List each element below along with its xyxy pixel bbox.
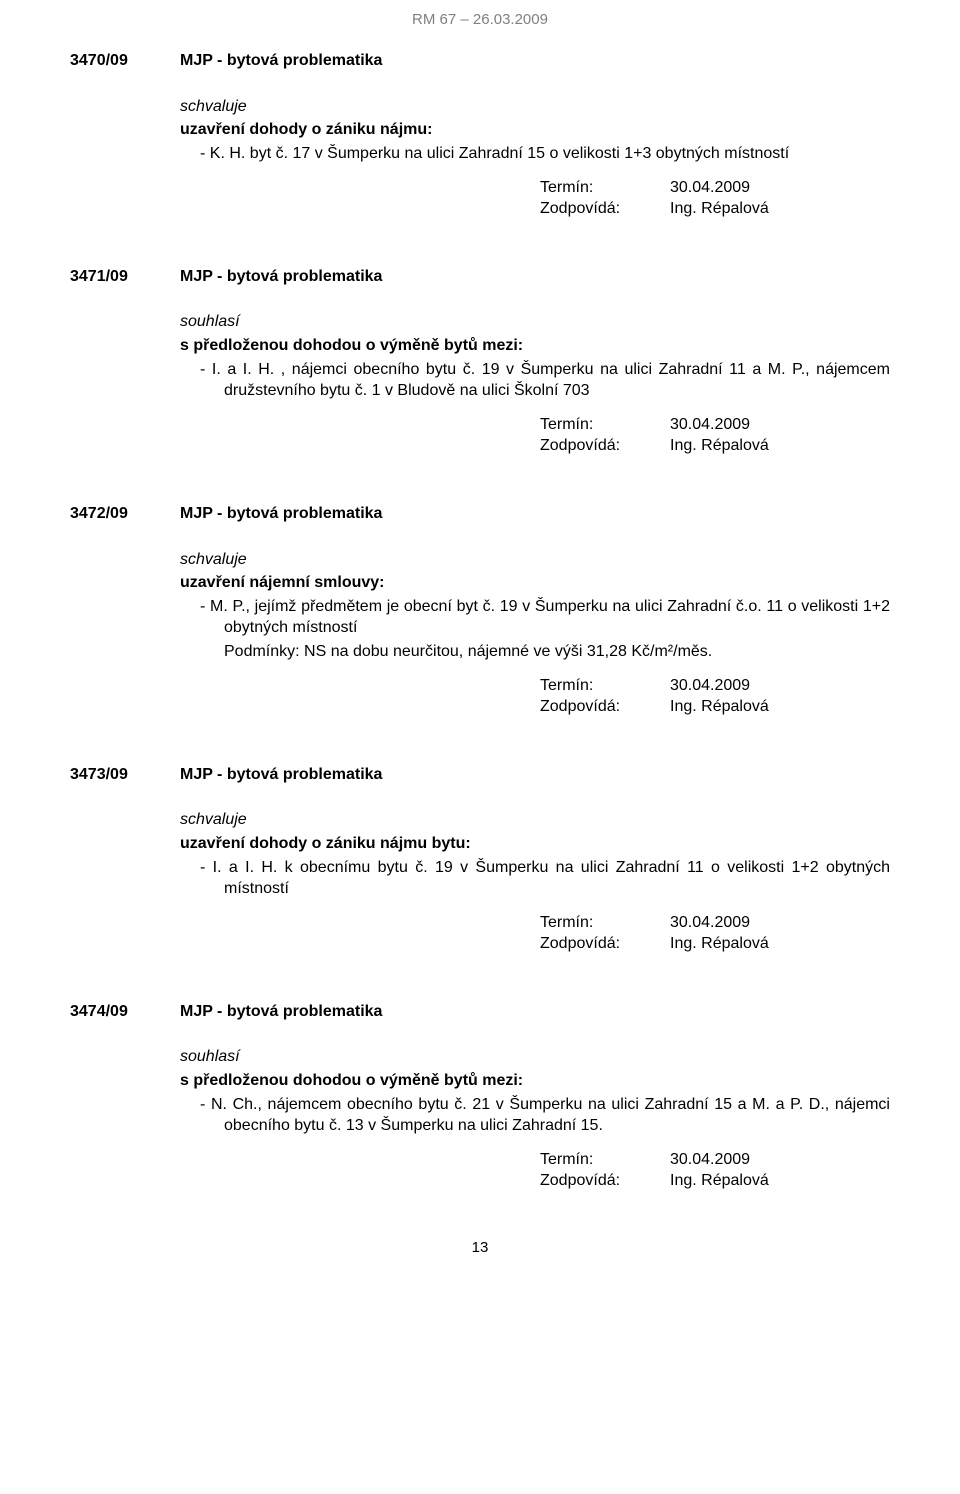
resolution-section: 3471/09MJP - bytová problematika souhlasí… [70,266,890,457]
resolution-number: 3473/09 [70,764,180,786]
section-header: 3470/09MJP - bytová problematika [70,50,890,72]
resp-label: Zodpovídá: [540,198,670,220]
term-label: Termín: [540,177,670,199]
term-block: Termín:30.04.2009Zodpovídá:Ing. Répalová [540,675,890,718]
term-date: 30.04.2009 [670,1149,750,1171]
decision-lead: uzavření dohody o zániku nájmu: [180,119,890,141]
list-item: K. H. byt č. 17 v Šumperku na ulici Zahr… [180,143,890,165]
resolution-body: schvalujeuzavření nájemní smlouvy:M. P.,… [180,549,890,718]
resp-row: Zodpovídá:Ing. Répalová [540,1170,890,1192]
resolution-title: MJP - bytová problematika [180,266,382,288]
section-header: 3472/09MJP - bytová problematika [70,503,890,525]
item-list: I. a I. H. , nájemci obecního bytu č. 19… [180,359,890,402]
resolution-title: MJP - bytová problematika [180,503,382,525]
resolution-body: schvalujeuzavření dohody o zániku nájmu:… [180,96,890,220]
decision-verb: schvaluje [180,549,890,571]
resolution-section: 3470/09MJP - bytová problematika schvaluj… [70,50,890,220]
resolution-body: schvalujeuzavření dohody o zániku nájmu … [180,809,890,955]
term-label: Termín: [540,414,670,436]
page-number: 13 [70,1238,890,1258]
resp-row: Zodpovídá:Ing. Répalová [540,435,890,457]
decision-verb: souhlasí [180,1046,890,1068]
resolution-section: 3472/09MJP - bytová problematika schvaluj… [70,503,890,718]
decision-lead: s předloženou dohodou o výměně bytů mezi… [180,335,890,357]
resolution-number: 3471/09 [70,266,180,288]
resp-name: Ing. Répalová [670,933,769,955]
resp-label: Zodpovídá: [540,435,670,457]
decision-lead: s předloženou dohodou o výměně bytů mezi… [180,1070,890,1092]
term-date: 30.04.2009 [670,414,750,436]
resp-row: Zodpovídá:Ing. Répalová [540,198,890,220]
term-row: Termín:30.04.2009 [540,414,890,436]
decision-verb: schvaluje [180,96,890,118]
decision-lead: uzavření dohody o zániku nájmu bytu: [180,833,890,855]
resp-label: Zodpovídá: [540,696,670,718]
term-block: Termín:30.04.2009Zodpovídá:Ing. Répalová [540,1149,890,1192]
resp-name: Ing. Répalová [670,696,769,718]
resp-row: Zodpovídá:Ing. Répalová [540,696,890,718]
item-list: I. a I. H. k obecnímu bytu č. 19 v Šumpe… [180,857,890,900]
term-date: 30.04.2009 [670,675,750,697]
resolution-number: 3474/09 [70,1001,180,1023]
resp-row: Zodpovídá:Ing. Répalová [540,933,890,955]
resolution-body: souhlasís předloženou dohodou o výměně b… [180,311,890,457]
resp-name: Ing. Répalová [670,198,769,220]
term-block: Termín:30.04.2009Zodpovídá:Ing. Répalová [540,414,890,457]
resolution-title: MJP - bytová problematika [180,1001,382,1023]
term-row: Termín:30.04.2009 [540,675,890,697]
decision-lead: uzavření nájemní smlouvy: [180,572,890,594]
resolution-section: 3474/09MJP - bytová problematika souhlasí… [70,1001,890,1192]
resolution-title: MJP - bytová problematika [180,764,382,786]
term-label: Termín: [540,675,670,697]
list-item: M. P., jejímž předmětem je obecní byt č.… [180,596,890,639]
term-date: 30.04.2009 [670,177,750,199]
resolution-body: souhlasís předloženou dohodou o výměně b… [180,1046,890,1192]
decision-verb: schvaluje [180,809,890,831]
list-item: I. a I. H. k obecnímu bytu č. 19 v Šumpe… [180,857,890,900]
item-list: N. Ch., nájemcem obecního bytu č. 21 v Š… [180,1094,890,1137]
section-header: 3473/09MJP - bytová problematika [70,764,890,786]
section-header: 3471/09MJP - bytová problematika [70,266,890,288]
term-row: Termín:30.04.2009 [540,1149,890,1171]
resp-name: Ing. Répalová [670,1170,769,1192]
resolution-number: 3470/09 [70,50,180,72]
term-date: 30.04.2009 [670,912,750,934]
resp-name: Ing. Répalová [670,435,769,457]
list-item: I. a I. H. , nájemci obecního bytu č. 19… [180,359,890,402]
item-list: K. H. byt č. 17 v Šumperku na ulici Zahr… [180,143,890,165]
decision-verb: souhlasí [180,311,890,333]
list-item: N. Ch., nájemcem obecního bytu č. 21 v Š… [180,1094,890,1137]
term-block: Termín:30.04.2009Zodpovídá:Ing. Répalová [540,912,890,955]
item-list: M. P., jejímž předmětem je obecní byt č.… [180,596,890,639]
term-row: Termín:30.04.2009 [540,177,890,199]
resolution-title: MJP - bytová problematika [180,50,382,72]
term-block: Termín:30.04.2009Zodpovídá:Ing. Répalová [540,177,890,220]
section-header: 3474/09MJP - bytová problematika [70,1001,890,1023]
resolution-number: 3472/09 [70,503,180,525]
resp-label: Zodpovídá: [540,1170,670,1192]
conditions-line: Podmínky: NS na dobu neurčitou, nájemné … [180,641,890,663]
page-header: RM 67 – 26.03.2009 [70,0,890,30]
term-label: Termín: [540,912,670,934]
resp-label: Zodpovídá: [540,933,670,955]
term-row: Termín:30.04.2009 [540,912,890,934]
resolution-section: 3473/09MJP - bytová problematika schvaluj… [70,764,890,955]
term-label: Termín: [540,1149,670,1171]
